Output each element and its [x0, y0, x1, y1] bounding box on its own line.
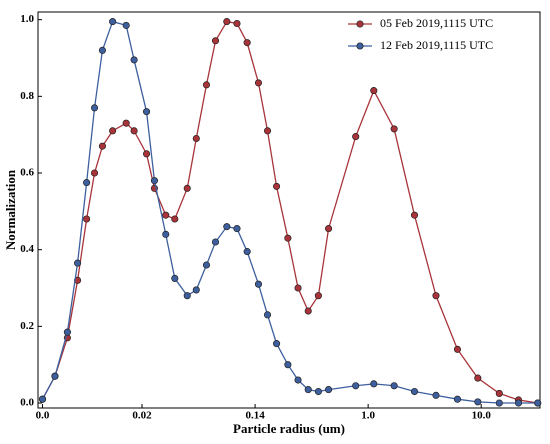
legend-label: 12 Feb 2019,1115 UTC — [380, 38, 493, 52]
data-point — [162, 211, 170, 219]
legend-marker — [356, 42, 364, 50]
data-point — [352, 133, 360, 141]
data-point — [410, 211, 419, 219]
y-tick-label: 0.4 — [20, 243, 34, 255]
x-axis-label: Particle radius (um) — [233, 421, 345, 436]
data-point — [202, 261, 211, 269]
data-point — [453, 345, 462, 353]
data-point — [83, 179, 91, 187]
data-point — [314, 292, 322, 300]
data-point — [304, 386, 312, 394]
data-point — [202, 81, 211, 89]
data-point — [171, 274, 179, 282]
plot-frame — [37, 11, 541, 409]
legend-marker — [356, 20, 364, 28]
data-point — [495, 399, 503, 407]
y-tick-label: 0.0 — [20, 397, 34, 409]
data-point — [390, 125, 398, 133]
data-point — [273, 182, 281, 190]
data-point — [284, 361, 292, 369]
data-point — [142, 108, 151, 116]
data-point — [254, 280, 263, 288]
data-point — [243, 248, 251, 256]
data-point — [263, 127, 272, 135]
data-point — [142, 150, 151, 158]
data-point — [390, 382, 398, 390]
data-point — [474, 374, 482, 382]
data-point — [284, 234, 292, 242]
legend-label: 05 Feb 2019,1115 UTC — [380, 16, 493, 30]
y-tick-label: 0.6 — [20, 167, 34, 179]
data-point — [294, 284, 302, 292]
data-point — [352, 382, 360, 390]
data-point — [223, 18, 231, 26]
data-point — [294, 376, 302, 384]
data-point — [192, 134, 200, 143]
data-point — [325, 386, 333, 394]
data-point — [162, 230, 170, 238]
data-point — [109, 18, 117, 26]
data-point — [410, 387, 419, 396]
data-point — [130, 127, 138, 135]
data-point — [38, 395, 47, 403]
data-point — [495, 389, 503, 397]
data-point — [51, 372, 59, 380]
data-point — [122, 119, 130, 127]
data-point — [192, 286, 200, 294]
y-tick-label: 0.8 — [20, 90, 34, 102]
data-point — [534, 399, 542, 407]
data-point — [233, 225, 241, 233]
data-point — [171, 215, 179, 223]
data-point — [243, 39, 251, 47]
y-tick-label: 1.0 — [20, 13, 34, 25]
data-point — [211, 238, 220, 246]
data-point — [211, 37, 220, 45]
x-tick-label: 1.0 — [361, 410, 375, 422]
data-point — [370, 380, 378, 388]
data-point — [223, 223, 231, 231]
data-point — [150, 177, 159, 185]
data-point — [474, 398, 482, 406]
data-point — [432, 292, 440, 300]
data-point — [63, 328, 71, 336]
data-point — [122, 21, 130, 29]
data-point — [183, 292, 191, 300]
data-point — [304, 307, 312, 315]
data-point — [74, 259, 82, 267]
data-point — [314, 387, 322, 396]
data-point — [370, 87, 378, 95]
y-axis-label: Normalization — [3, 169, 18, 250]
data-point — [432, 391, 440, 399]
data-point — [130, 56, 138, 64]
data-point — [90, 169, 99, 177]
x-tick-label: 10.0 — [472, 410, 492, 422]
data-point — [98, 142, 106, 150]
y-tick-label: 0.2 — [20, 320, 34, 332]
data-point — [263, 311, 272, 319]
data-point — [254, 79, 263, 87]
data-point — [98, 46, 106, 54]
data-point — [233, 19, 241, 28]
x-tick-label: 0.02 — [132, 410, 152, 422]
data-point — [453, 395, 462, 403]
data-point — [109, 127, 117, 135]
x-tick-label: 0.0 — [36, 410, 50, 422]
x-tick-label: 0.14 — [245, 410, 265, 422]
data-point — [183, 184, 191, 192]
data-point — [83, 215, 91, 223]
data-point — [514, 399, 523, 407]
data-point — [90, 104, 99, 112]
data-point — [273, 340, 281, 348]
data-point — [325, 225, 333, 233]
